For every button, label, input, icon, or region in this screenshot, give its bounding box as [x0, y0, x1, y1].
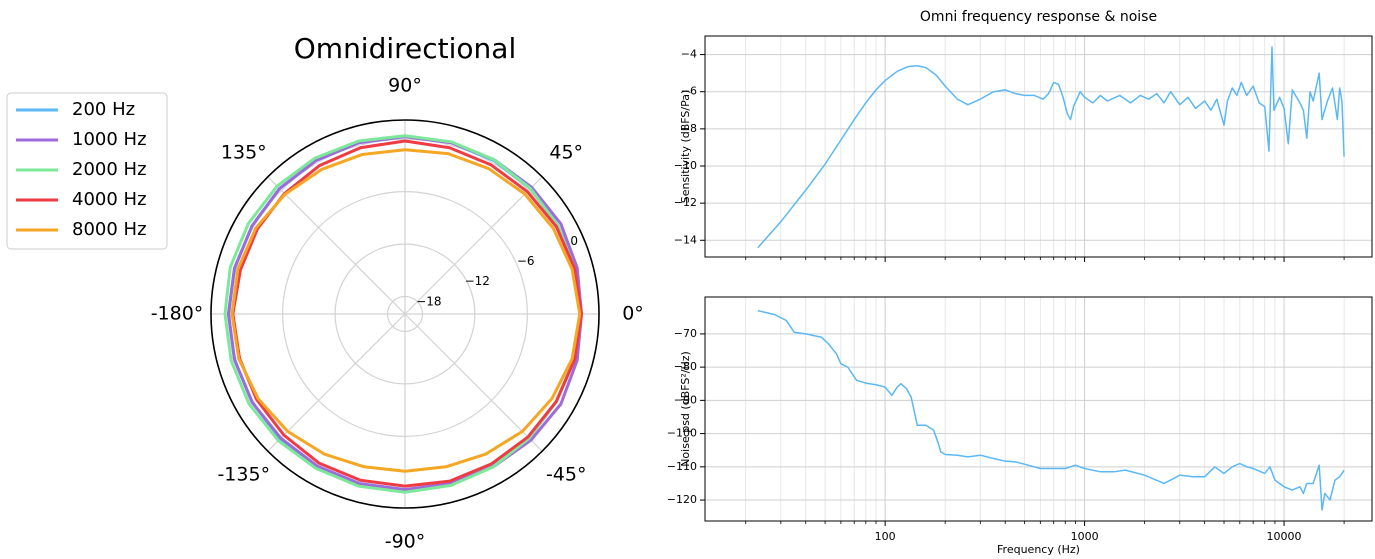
legend-label: 200 Hz	[72, 99, 135, 120]
y-tick-label: −120	[667, 493, 697, 506]
theta-tick-label: -90°	[385, 531, 426, 553]
y-tick-label: −100	[667, 427, 697, 440]
r-tick-label: −6	[517, 254, 535, 268]
y-tick-label: −70	[674, 327, 697, 340]
theta-grid-line	[267, 313, 406, 452]
theta-tick-label: -45°	[546, 464, 587, 486]
polar-line	[230, 148, 582, 473]
y-axis-label: Noise psd (dBFS²/Hz)	[679, 351, 692, 467]
y-tick-label: −8	[681, 122, 697, 135]
theta-grid-line	[267, 176, 406, 315]
theta-tick-label: -180°	[151, 303, 204, 325]
y-tick-label: −6	[681, 85, 697, 98]
theta-tick-label: 0°	[622, 303, 644, 325]
x-axis-label: Frequency (Hz)	[997, 543, 1080, 556]
r-grid-circle	[386, 295, 424, 333]
legend-label: 2000 Hz	[72, 159, 147, 180]
polar-line	[223, 134, 582, 494]
r-grid-circle	[334, 243, 476, 385]
plot-frame	[704, 35, 1373, 258]
r-tick-label: 0	[570, 234, 578, 248]
legend: 200 Hz 1000 Hz 2000 Hz 4000 Hz 8000 Hz	[6, 92, 168, 250]
y-tick-label: −90	[674, 393, 697, 406]
y-tick-label: −80	[674, 360, 697, 373]
chart-title: Omnidirectional	[294, 32, 516, 65]
theta-grid-line	[404, 313, 543, 452]
plot-frame	[704, 296, 1373, 522]
x-tick-label: 1000	[1071, 530, 1099, 543]
y-tick-label: −4	[681, 48, 697, 61]
x-tick-label: 10000	[1267, 530, 1302, 543]
r-tick-label: −12	[465, 274, 490, 288]
y-tick-label: −12	[674, 196, 697, 209]
y-axis-label: Sensitivity (dBFS/Pa)	[679, 90, 692, 204]
legend-label: 4000 Hz	[72, 189, 147, 210]
x-tick-label: 100	[875, 530, 896, 543]
legend-box	[6, 92, 168, 250]
theta-tick-label: -135°	[217, 464, 270, 486]
data-line	[757, 309, 1345, 511]
polar-frame	[210, 119, 600, 509]
y-tick-label: −10	[674, 159, 697, 172]
y-tick-label: −110	[667, 460, 697, 473]
r-grid-circle	[282, 191, 528, 437]
chart-title: Omni frequency response & noise	[920, 9, 1157, 25]
theta-tick-label: 135°	[221, 141, 267, 163]
legend-label: 8000 Hz	[72, 219, 147, 240]
data-line	[757, 46, 1345, 249]
legend-label: 1000 Hz	[72, 129, 147, 150]
theta-tick-label: 90°	[388, 75, 422, 97]
theta-grid-line	[404, 176, 543, 315]
y-tick-label: −14	[674, 233, 697, 246]
theta-tick-label: 45°	[549, 141, 583, 163]
r-tick-label: −18	[416, 294, 441, 308]
